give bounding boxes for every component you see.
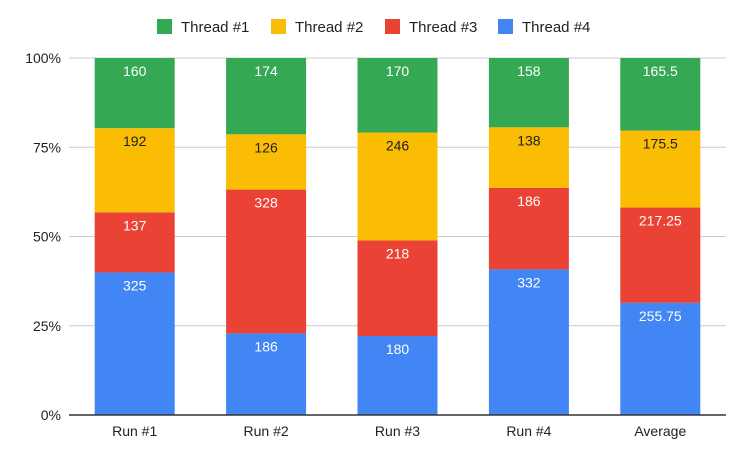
bar-segment[interactable]: [620, 207, 701, 303]
data-label: 170: [386, 63, 410, 79]
data-label: 180: [386, 341, 410, 357]
data-label: 186: [517, 193, 541, 209]
data-label: 138: [517, 132, 541, 148]
data-label: 175.5: [643, 136, 678, 152]
bar-segment[interactable]: [226, 189, 307, 334]
data-label: 332: [517, 274, 541, 290]
data-label: 126: [254, 139, 278, 155]
data-label: 137: [123, 217, 147, 233]
data-label: 160: [123, 63, 147, 79]
x-tick-label: Run #4: [506, 423, 551, 439]
bar-segment[interactable]: [357, 240, 438, 337]
data-label: 192: [123, 133, 147, 149]
bar-segment[interactable]: [226, 58, 307, 135]
y-tick-label: 50%: [33, 229, 61, 245]
legend-label: Thread #4: [522, 19, 590, 36]
x-tick-label: Run #3: [375, 423, 420, 439]
bar-segment[interactable]: [357, 58, 438, 133]
data-label: 328: [254, 195, 278, 211]
bar-segment[interactable]: [488, 58, 569, 128]
bar-segment[interactable]: [620, 130, 701, 208]
legend-label: Thread #2: [295, 19, 363, 36]
bar-segment[interactable]: [94, 128, 175, 213]
legend-label: Thread #3: [409, 19, 477, 36]
legend-swatch: [157, 19, 172, 34]
y-tick-label: 75%: [33, 139, 61, 155]
bar-segment[interactable]: [488, 127, 569, 188]
legend-item[interactable]: Thread #2: [271, 19, 363, 36]
bar-segment[interactable]: [488, 269, 569, 415]
bar-segment[interactable]: [226, 134, 307, 190]
bar-segment[interactable]: [94, 272, 175, 415]
bar-segment[interactable]: [357, 132, 438, 241]
data-label: 246: [386, 138, 410, 154]
legend-swatch: [271, 19, 286, 34]
bar-segment[interactable]: [226, 333, 307, 415]
legend-item[interactable]: Thread #3: [385, 19, 477, 36]
legend-label: Thread #1: [181, 19, 249, 36]
bar-segment[interactable]: [94, 212, 175, 273]
data-label: 158: [517, 63, 541, 79]
x-tick-label: Run #2: [244, 423, 289, 439]
legend-item[interactable]: Thread #1: [157, 19, 249, 36]
data-label: 217.25: [639, 213, 682, 229]
y-tick-label: 25%: [33, 318, 61, 334]
bar-segment[interactable]: [94, 58, 175, 129]
data-label: 165.5: [643, 63, 678, 79]
data-label: 325: [123, 277, 147, 293]
bar-segment[interactable]: [357, 336, 438, 415]
data-label: 255.75: [639, 308, 682, 324]
x-tick-label: Average: [634, 423, 686, 439]
y-tick-label: 0%: [41, 407, 61, 423]
data-label: 186: [254, 338, 278, 354]
bar-segment[interactable]: [488, 187, 569, 270]
data-label: 218: [386, 245, 410, 261]
y-tick-label: 100%: [25, 50, 61, 66]
legend-item[interactable]: Thread #4: [498, 19, 590, 36]
legend-swatch: [385, 19, 400, 34]
data-label: 174: [254, 63, 278, 79]
x-tick-label: Run #1: [112, 423, 157, 439]
bar-segment[interactable]: [620, 302, 701, 415]
bar-segment[interactable]: [620, 58, 701, 131]
legend-swatch: [498, 19, 513, 34]
